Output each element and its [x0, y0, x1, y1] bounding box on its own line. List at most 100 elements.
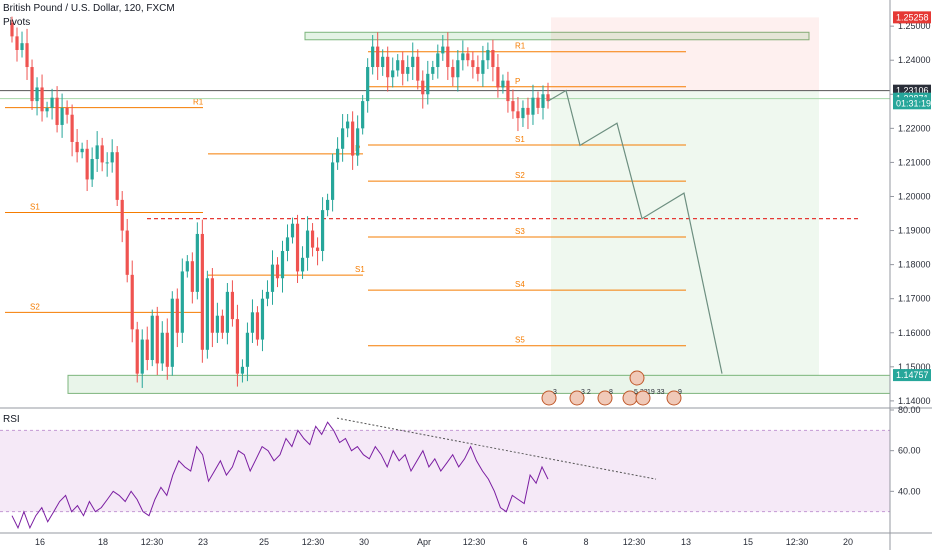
candle-body — [130, 274, 134, 330]
candle-body — [481, 60, 485, 74]
candle-body — [270, 264, 275, 292]
candle-body — [40, 87, 44, 112]
candle-body — [466, 53, 470, 61]
candle-body — [330, 162, 335, 200]
pivots-indicator-label[interactable]: Pivots — [3, 17, 31, 28]
event-badge-count: 3 — [553, 389, 557, 396]
event-badge-icon — [569, 390, 585, 406]
candle-body — [436, 53, 440, 68]
price-label-text: 1.14757 — [896, 370, 929, 380]
pivot-label-s1: S1 — [515, 135, 525, 144]
price-tick-label: 1.17000 — [898, 294, 931, 304]
candle-body — [105, 162, 109, 164]
candle-body — [100, 145, 104, 163]
rsi-indicator-label[interactable]: RSI — [3, 414, 20, 425]
pivot-label-p: P — [515, 77, 520, 86]
candle-body — [175, 298, 179, 333]
candle-body — [526, 107, 530, 115]
time-tick-label: 20 — [843, 537, 853, 547]
candle-body — [90, 159, 94, 180]
candle-body — [70, 114, 74, 142]
candle-body — [265, 291, 270, 299]
event-badge-icon — [635, 390, 651, 406]
candle-body — [230, 291, 235, 320]
candle-body — [496, 67, 500, 88]
candle-body — [195, 233, 199, 292]
candle-body — [491, 49, 495, 68]
event-badge-icon — [666, 390, 682, 406]
price-tick-label: 1.24000 — [898, 55, 931, 65]
candle-body — [290, 223, 295, 238]
candle-body — [75, 141, 79, 153]
candle-body — [336, 148, 340, 163]
candle-body — [210, 278, 214, 333]
price-label-badge — [893, 369, 931, 382]
time-tick-label: 12:30 — [141, 537, 164, 547]
candle-body — [356, 128, 360, 156]
candle-body — [60, 107, 64, 125]
time-tick-label: 13 — [681, 537, 691, 547]
candle-body — [250, 312, 255, 333]
projection-path — [547, 89, 723, 374]
candle-body — [426, 73, 430, 95]
candle-body — [371, 46, 375, 68]
candle-body — [536, 97, 540, 108]
event-badge-icon — [629, 370, 645, 386]
candle-body — [255, 312, 260, 340]
candle-body — [275, 264, 280, 279]
candle-body — [391, 70, 395, 78]
price-tick-label: 1.19000 — [898, 226, 931, 236]
candle-body — [50, 97, 54, 108]
price-tick-label: 1.25000 — [898, 21, 931, 31]
candle-body — [285, 237, 290, 251]
candle-body — [220, 315, 224, 333]
candle-body — [150, 315, 154, 361]
candle-body — [476, 67, 480, 74]
price-label-badge — [893, 11, 931, 24]
candle-body — [205, 278, 209, 350]
time-tick-label: 23 — [198, 537, 208, 547]
pivot-label-s4: S4 — [515, 280, 525, 289]
candle-body — [10, 22, 14, 37]
candle-body — [240, 366, 245, 374]
candle-body — [300, 257, 305, 272]
event-badge-count: 8 — [609, 389, 613, 396]
candle-body — [531, 97, 535, 115]
candle-body — [446, 46, 450, 68]
candle-body — [401, 60, 405, 74]
candle-body — [411, 56, 415, 68]
time-tick-label: 12:30 — [786, 537, 809, 547]
candle-body — [406, 67, 410, 74]
candle-body — [305, 230, 310, 258]
time-tick-label: 12:30 — [302, 537, 325, 547]
candle-body — [165, 332, 169, 367]
event-badge-count: 19 33 — [647, 389, 665, 396]
event-badge-count: 3 2 — [581, 389, 591, 396]
rsi-band — [0, 430, 890, 512]
candle-body — [35, 87, 39, 102]
candle-body — [55, 97, 59, 125]
time-tick-label: 30 — [359, 537, 369, 547]
price-label-text: 1.25258 — [896, 12, 929, 22]
candle-body — [471, 60, 475, 68]
candle-body — [260, 298, 265, 340]
candle-body — [200, 233, 204, 350]
price-tick-label: 1.16000 — [898, 328, 931, 338]
candle-body — [521, 107, 525, 119]
candle-body — [376, 46, 380, 68]
candle-body — [180, 271, 184, 333]
rsi-tick-label: 80.00 — [898, 405, 921, 415]
candle-body — [235, 319, 240, 374]
price-label-text: 1.23106 — [896, 86, 929, 96]
candle-body — [456, 60, 460, 78]
time-tick-label: 8 — [583, 537, 588, 547]
candle-body — [441, 46, 445, 54]
candle-body — [416, 56, 420, 81]
candle-body — [486, 49, 490, 61]
pivot-label-s1: S1 — [355, 265, 365, 274]
candle-body — [115, 152, 119, 200]
candle-body — [45, 107, 49, 112]
candle-body — [546, 94, 550, 102]
